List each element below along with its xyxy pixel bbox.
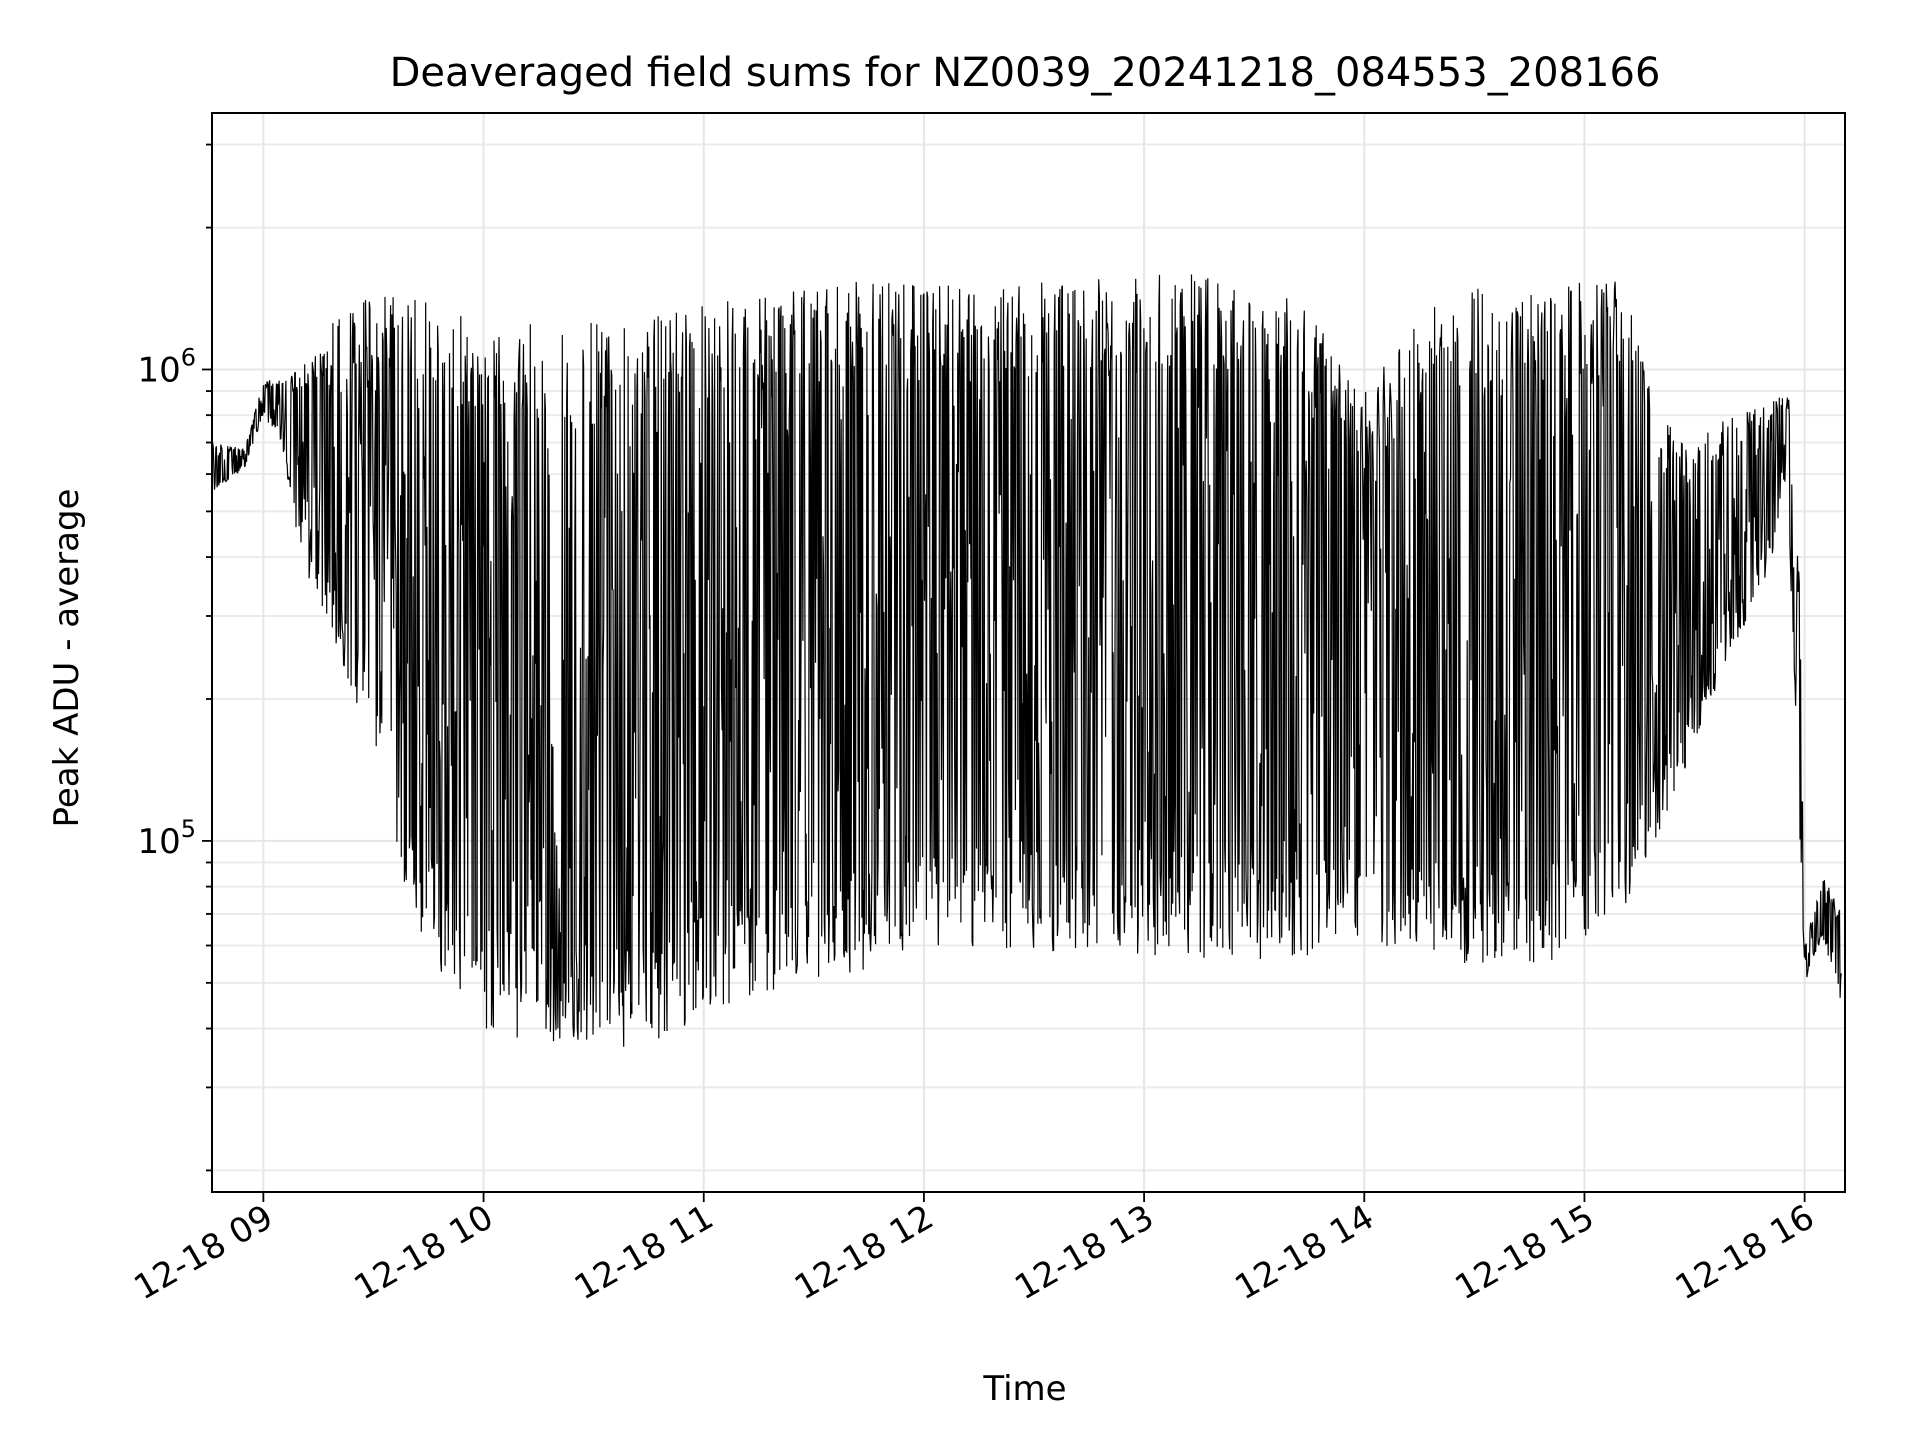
y-tick-label: 106 <box>137 343 196 390</box>
x-tick-label: 12-18 13 <box>1008 1197 1160 1308</box>
x-tick-label: 12-18 12 <box>788 1197 940 1308</box>
series-line <box>211 274 1842 1047</box>
plot-area <box>211 274 1842 1047</box>
chart-title: Deaveraged field sums for NZ0039_2024121… <box>390 50 1661 96</box>
y-tick-label-exponent: 6 <box>181 343 196 371</box>
x-tick-label: 12-18 10 <box>348 1197 500 1308</box>
x-tick-label: 12-18 14 <box>1228 1197 1380 1308</box>
y-axis-label: Peak ADU - average <box>47 489 87 828</box>
x-tick-label: 12-18 11 <box>568 1197 720 1308</box>
y-tick-label-exponent: 5 <box>181 815 196 843</box>
y-tick-label-base: 10 <box>137 350 180 390</box>
y-tick-label: 105 <box>137 815 196 862</box>
y-tick-label-base: 10 <box>137 822 180 862</box>
x-tick-label: 12-18 09 <box>127 1197 279 1308</box>
x-tick-label: 12-18 16 <box>1669 1197 1821 1308</box>
axes-frame <box>211 112 1846 1193</box>
x-axis-label: Time <box>982 1369 1066 1409</box>
x-tick-label: 12-18 15 <box>1449 1197 1601 1308</box>
